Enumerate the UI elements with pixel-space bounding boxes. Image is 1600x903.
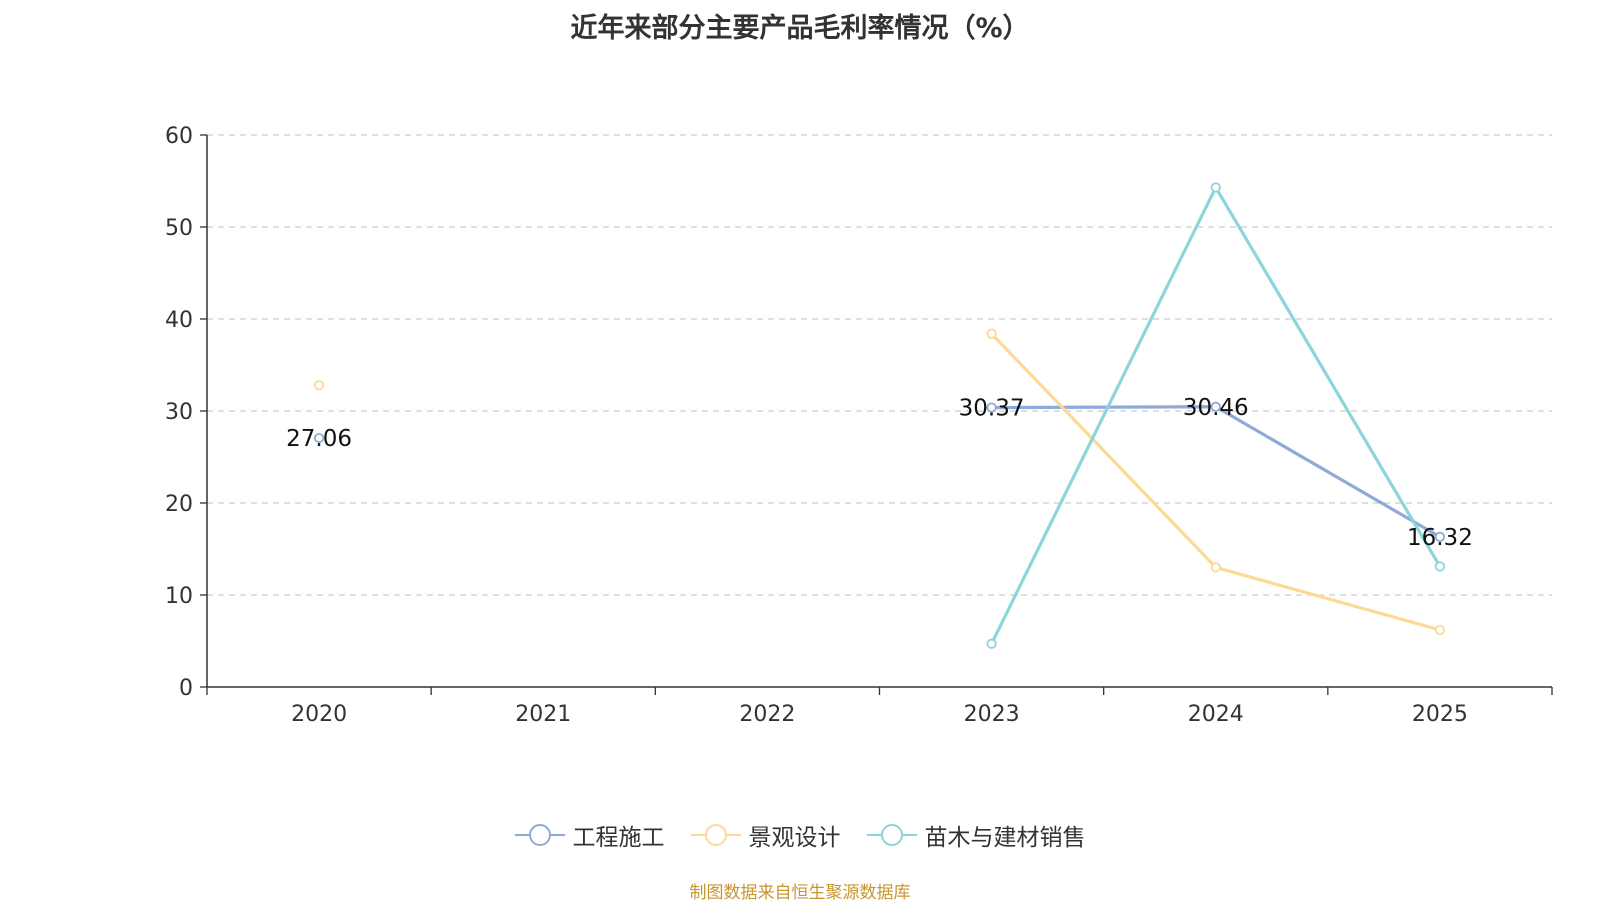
series-lines [313, 182, 1446, 649]
point-1-2025 [1434, 624, 1446, 636]
legend-swatch-circle [704, 824, 727, 846]
point-2-2023 [986, 638, 997, 649]
legend-swatch-icon [866, 824, 917, 846]
legend-item-2[interactable]: 苗木与建材销售 [866, 818, 1086, 852]
y-tick-label-20: 20 [165, 492, 193, 517]
legend-label: 工程施工 [572, 825, 665, 851]
point-2-2025 [1434, 561, 1446, 572]
legend-swatch-icon [514, 824, 565, 846]
point-1-2023 [986, 328, 997, 339]
y-tick-label-50: 50 [165, 216, 193, 241]
series-line-0 [991, 405, 1441, 539]
series-line-1 [990, 332, 1441, 632]
data-labels: 27.06 30.37 30.46 16.32 [286, 395, 1473, 551]
series-1 [313, 328, 1446, 636]
legend: 工程施工 景观设计 苗木与建材销售 [0, 818, 1600, 852]
x-tick-label-2022: 2022 [739, 702, 795, 727]
point-1-2024 [1210, 562, 1221, 573]
x-tick-label-2023: 2023 [964, 702, 1020, 727]
data-label-0-2023: 30.37 [959, 396, 1025, 422]
point-0-2024 [1210, 401, 1221, 412]
point-0-2023 [986, 402, 997, 413]
chart-title: 近年来部分主要产品毛利率情况（%） [570, 13, 1030, 44]
data-label-0-2020: 27.06 [286, 426, 352, 452]
y-tick-label-30: 30 [165, 400, 193, 425]
y-tick-label-60: 60 [165, 124, 193, 149]
source-note: 制图数据来自恒生聚源数据库 [689, 883, 911, 903]
data-label-0-2025: 16.32 [1407, 525, 1473, 551]
x-tick-label-2021: 2021 [515, 702, 571, 727]
x-tick-label-2024: 2024 [1188, 702, 1244, 727]
legend-item-1[interactable]: 景观设计 [690, 818, 841, 852]
data-label-0-2024: 30.46 [1183, 395, 1249, 421]
y-tick-label-0: 0 [179, 676, 193, 701]
x-tick-label-2025: 2025 [1412, 702, 1468, 727]
legend-swatch-circle [528, 824, 551, 846]
point-2-2024 [1210, 182, 1221, 193]
y-tick-label-40: 40 [165, 308, 193, 333]
y-tick-label-10: 10 [165, 584, 193, 609]
point-1-2020 [313, 380, 325, 391]
legend-item-0[interactable]: 工程施工 [514, 818, 665, 852]
series-0 [313, 401, 1446, 542]
legend-swatch-circle [880, 824, 903, 846]
legend-label: 景观设计 [748, 825, 841, 851]
legend-label: 苗木与建材销售 [924, 825, 1086, 851]
point-0-2020 [313, 432, 325, 444]
axes: 0 10 20 30 40 50 60 2020 2021 2022 2023 2024 2025 [165, 124, 1553, 727]
legend-swatch-icon [690, 824, 741, 846]
x-tick-label-2020: 2020 [291, 702, 347, 727]
point-0-2025 [1434, 531, 1446, 542]
series-2 [986, 182, 1446, 649]
grid-lines [207, 134, 1552, 596]
